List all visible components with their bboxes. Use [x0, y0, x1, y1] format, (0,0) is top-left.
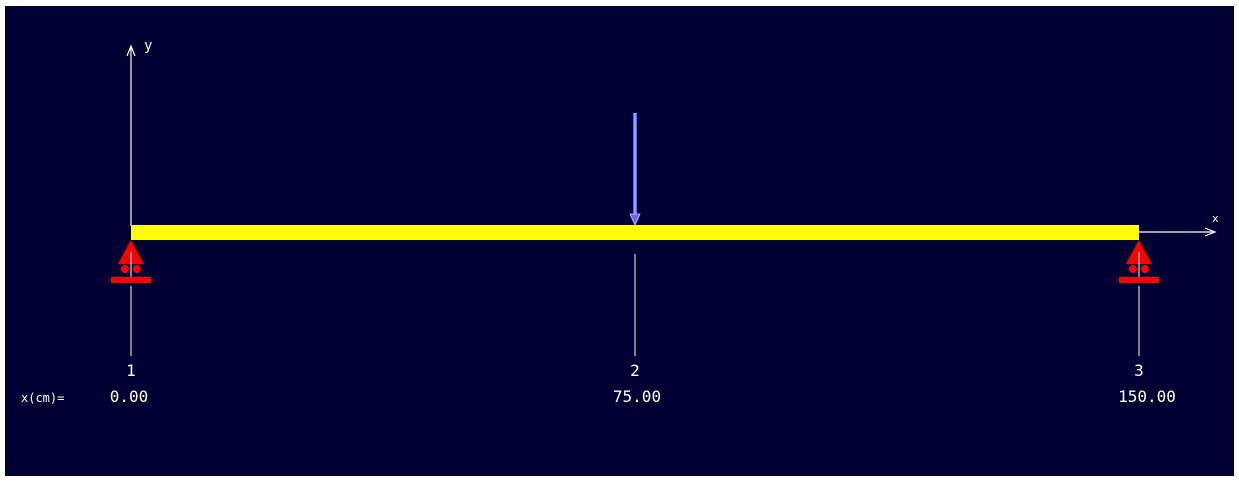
roller-support-node-1 — [111, 240, 151, 283]
node-x-3: 150.00 — [1118, 387, 1176, 406]
node-label-3: 3 — [1134, 361, 1144, 380]
beam — [131, 225, 1139, 240]
y-axis-arrowhead — [126, 44, 136, 57]
point-load-arrow — [629, 113, 641, 226]
node-label-1: 1 — [126, 361, 136, 380]
x-axis: x — [1139, 212, 1219, 237]
node-x-1: 0.00 — [110, 387, 149, 406]
node-label-2: 2 — [630, 361, 640, 380]
beam-diagram: y x — [21, 38, 1219, 406]
x-unit-label: x(cm)= — [21, 391, 64, 405]
roller-support-node-3 — [1119, 240, 1159, 283]
node-x-2: 75.00 — [613, 387, 661, 406]
y-axis-label: y — [144, 38, 152, 54]
y-axis: y — [126, 38, 152, 226]
beam-canvas: y x — [5, 6, 1234, 476]
x-axis-label: x — [1212, 212, 1219, 225]
x-axis-arrowhead — [1204, 227, 1217, 237]
